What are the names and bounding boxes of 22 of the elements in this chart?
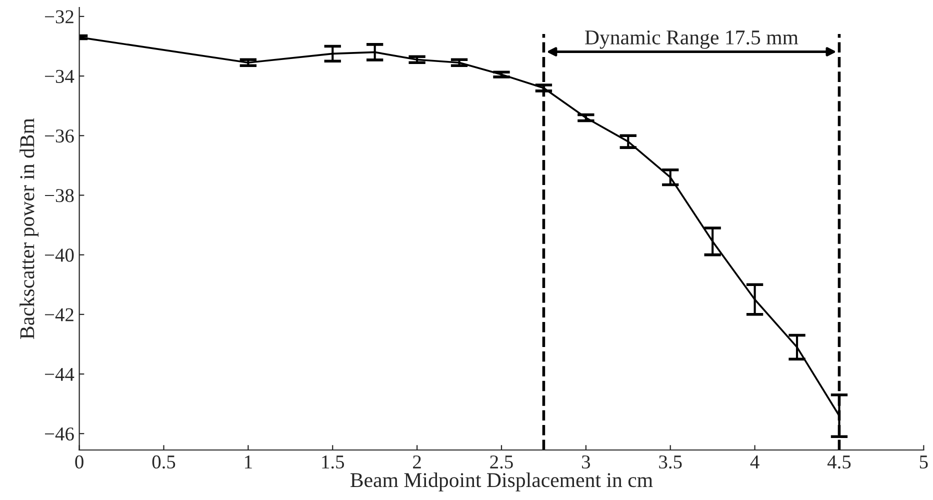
y-tick-label: −44	[45, 368, 74, 381]
x-tick-label: 2.5	[490, 455, 513, 469]
y-tick-label: −42	[45, 308, 74, 322]
y-tick-label: −32	[45, 10, 74, 24]
y-tick-label: −40	[45, 248, 74, 262]
x-tick-label: 1	[245, 456, 252, 468]
x-tick-label: 2	[413, 455, 421, 468]
x-tick-label: 3.5	[659, 455, 682, 469]
x-tick-label: 4.5	[827, 456, 851, 469]
x-axis-title: Beam Midpoint Displacement in cm	[350, 472, 653, 492]
y-tick-label: −46	[45, 427, 74, 441]
y-tick-label: −34	[45, 70, 74, 83]
x-tick-label: 5	[920, 456, 928, 469]
x-tick-label: 0	[75, 455, 84, 469]
y-tick-label: −38	[45, 189, 74, 202]
y-axis-title: Backscatter power in dBm	[20, 118, 38, 339]
y-tick-label: −36	[45, 130, 74, 143]
x-tick-label: 4	[750, 456, 760, 468]
x-tick-label: 0.5	[152, 455, 176, 469]
x-tick-label: 1.5	[322, 456, 344, 469]
x-tick-label: 3	[582, 455, 590, 469]
annotation: Dynamic Range 17.5 mm	[585, 30, 798, 49]
